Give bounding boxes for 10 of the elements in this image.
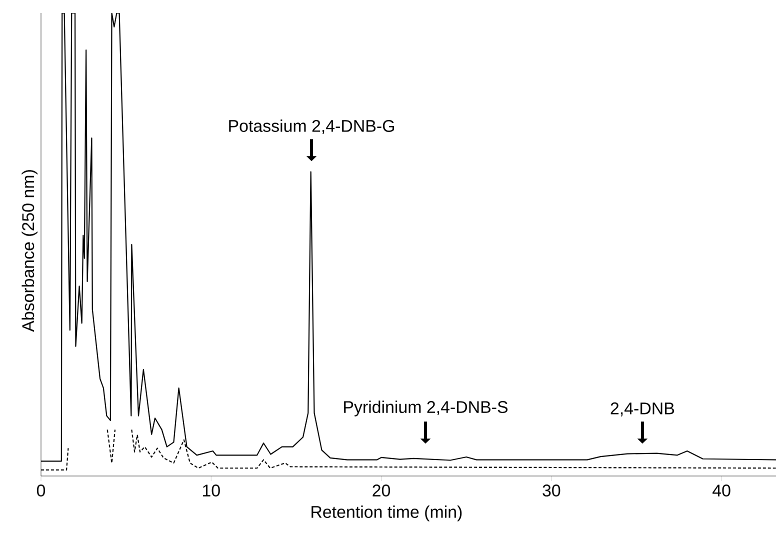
- x-tick-label: 20: [372, 484, 390, 497]
- x-axis-title: Retention time (min): [312, 506, 462, 522]
- annotation: 2,4-DNB: [610, 402, 674, 416]
- x-tick-label: 30: [542, 484, 560, 497]
- y-axis-title: Absorbance (250 nm): [22, 170, 38, 332]
- x-tick-label: 10: [203, 484, 220, 497]
- x-tick-label: 0: [36, 484, 46, 497]
- annotation: Potassium 2,4-DNB-G: [229, 120, 394, 134]
- annotation: Pyridinium 2,4-DNB-S: [344, 400, 508, 416]
- x-tick-label: 40: [712, 484, 730, 497]
